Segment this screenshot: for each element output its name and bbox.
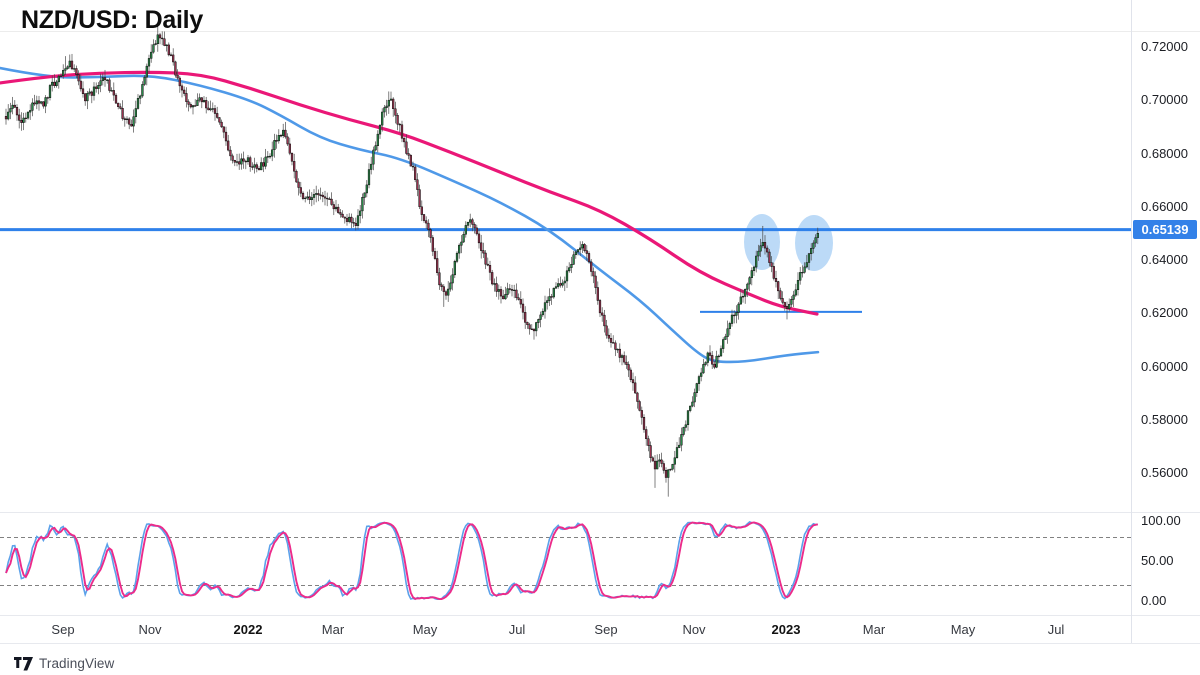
price-axis-label: 0.62000 <box>1141 305 1188 321</box>
price-axis-label: 0.68000 <box>1141 145 1188 161</box>
oscillator-axis-label: 100.00 <box>1141 513 1181 528</box>
price-axis-border <box>1131 0 1132 643</box>
price-axis-label: 0.72000 <box>1141 39 1188 54</box>
tradingview-logo-icon <box>14 656 33 670</box>
time-axis-label: Nov <box>682 622 706 637</box>
price-axis-label: 0.64000 <box>1141 252 1188 267</box>
price-line-label[interactable]: 0.65139 <box>1133 220 1197 240</box>
time-axis-label: Sep <box>51 622 75 637</box>
chart-title: NZD/USD: Daily <box>21 6 203 34</box>
time-axis-label: Jul <box>508 622 526 637</box>
price-axis-label: 0.66000 <box>1141 198 1188 214</box>
price-axis-label: 0.58000 <box>1141 411 1188 427</box>
time-axis-label: 2023 <box>771 622 801 637</box>
price-axis-label: 0.60000 <box>1141 358 1188 374</box>
time-axis-label: Mar <box>862 622 886 637</box>
time-axis-label: Jul <box>1047 622 1065 637</box>
time-axis-label: May <box>950 622 976 637</box>
time-axis[interactable]: Sep Nov 2022 Mar May Jul Sep Nov 2023 Mar May Jul <box>0 616 1131 643</box>
oscillator-axis-label: 50.00 <box>1141 553 1174 568</box>
brand-text: TradingView <box>39 656 115 671</box>
price-axis-label: 0.56000 <box>1141 465 1188 480</box>
price-axis-label: 0.70000 <box>1141 92 1188 108</box>
time-axis-label: May <box>412 622 438 637</box>
oscillator-axis-label: 0.00 <box>1141 593 1167 608</box>
time-axis-label: Sep <box>594 622 618 637</box>
time-axis-label: Nov <box>138 622 162 637</box>
time-axis-label: 2022 <box>233 622 263 637</box>
tradingview-attribution[interactable]: TradingView <box>14 656 114 671</box>
chart-canvas[interactable] <box>0 0 1131 643</box>
price-axis[interactable]: 0.65139 0.72000 0.70000 0.68000 0.66000 0.64… <box>1132 0 1200 643</box>
time-axis-bottom-border <box>0 643 1200 644</box>
time-axis-label: Mar <box>321 622 345 637</box>
